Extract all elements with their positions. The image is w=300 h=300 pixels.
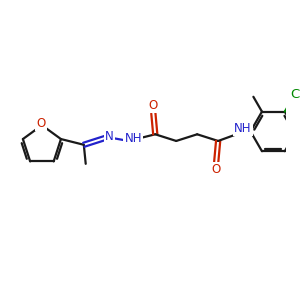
Text: O: O <box>149 99 158 112</box>
Text: N: N <box>105 130 114 143</box>
Text: Cl: Cl <box>290 88 300 101</box>
Text: NH: NH <box>124 132 142 145</box>
Text: O: O <box>36 117 46 130</box>
Text: O: O <box>212 163 221 176</box>
Text: NH: NH <box>234 122 252 135</box>
